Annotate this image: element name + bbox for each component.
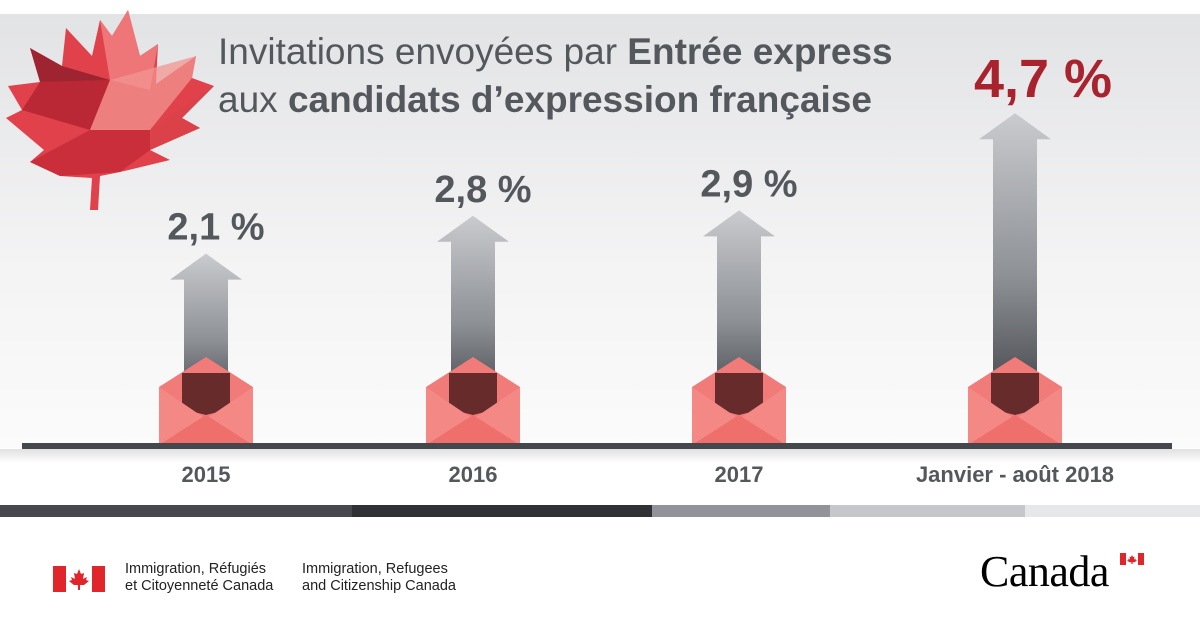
data-label: 2,8 %	[434, 169, 531, 211]
data-label: 2,9 %	[700, 163, 797, 205]
chart-baseline	[22, 443, 1172, 449]
dept-en-line1: Immigration, Refugees	[302, 561, 448, 577]
envelope-icon	[968, 357, 1062, 445]
title-line2-regular: aux	[218, 79, 288, 120]
chart-title-line2: aux candidats d’expression française	[218, 79, 872, 120]
department-name-fr: Immigration, Réfugiés et Citoyenneté Can…	[125, 561, 273, 595]
bar-group: 4,7 %	[968, 49, 1112, 445]
bar-arrow	[979, 113, 1051, 412]
chart-title-line1: Invitations envoyées par Entrée express	[218, 31, 893, 72]
x-tick-label: Janvier - août 2018	[916, 462, 1114, 487]
baseline-shadow	[0, 449, 1200, 463]
bar-group: 2,9 %	[692, 163, 798, 445]
envelope-icon	[159, 357, 253, 445]
dept-en-line2: and Citizenship Canada	[302, 578, 456, 594]
footer-stripe	[0, 505, 1200, 517]
data-label: 2,1 %	[167, 207, 264, 249]
x-tick-label: 2016	[449, 462, 498, 487]
maple-leaf-icon	[6, 10, 214, 210]
dept-fr-line1: Immigration, Réfugiés	[125, 561, 267, 577]
x-tick-label: 2017	[715, 462, 764, 487]
canada-flag-icon	[53, 566, 105, 592]
title-line1-bold: Entrée express	[627, 31, 892, 72]
bar-arrow	[437, 215, 509, 412]
bar-group: 2,1 %	[159, 207, 265, 445]
x-tick-label: 2015	[182, 462, 231, 487]
envelope-icon	[426, 357, 520, 445]
data-label: 4,7 %	[974, 49, 1112, 109]
bar-group: 2,8 %	[426, 169, 532, 445]
bar-arrow	[703, 210, 775, 412]
envelope-icon	[692, 357, 786, 445]
department-name-en: Immigration, Refugees and Citizenship Ca…	[302, 561, 456, 595]
title-line2-bold: candidats d’expression française	[288, 79, 872, 120]
canada-wordmark: Canada	[980, 547, 1109, 596]
dept-fr-line2: et Citoyenneté Canada	[125, 578, 274, 594]
wordmark-flag-icon	[1120, 553, 1144, 565]
title-line1-regular: Invitations envoyées par	[218, 31, 627, 72]
